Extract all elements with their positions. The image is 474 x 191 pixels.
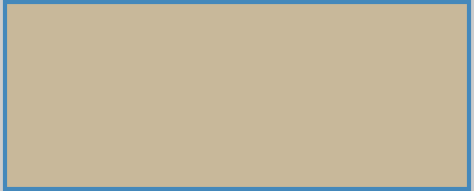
Text: V3: V3 — [246, 149, 260, 158]
Text: 1: 1 — [29, 113, 36, 123]
Text: aVF: aVF — [130, 149, 149, 158]
Text: I: I — [14, 25, 18, 34]
Text: V1: V1 — [246, 25, 260, 34]
Text: 3: 3 — [103, 150, 110, 159]
Text: V5: V5 — [358, 87, 371, 96]
Text: 1: 1 — [29, 150, 36, 159]
Text: initial ECG in the ED ...: initial ECG in the ED ... — [80, 18, 257, 32]
Text: 3: 3 — [103, 113, 110, 123]
Text: 2: 2 — [66, 150, 73, 159]
Text: II: II — [14, 87, 21, 96]
Polygon shape — [23, 47, 38, 54]
Text: aVL: aVL — [130, 87, 149, 96]
Text: V2: V2 — [246, 87, 260, 96]
Text: 2: 2 — [66, 113, 73, 123]
Text: ECG #1 =: ECG #1 = — [17, 18, 96, 32]
Text: V6: V6 — [358, 149, 371, 158]
Text: III: III — [14, 149, 24, 158]
FancyBboxPatch shape — [12, 10, 235, 39]
Text: V4: V4 — [358, 25, 371, 34]
Text: aVR: aVR — [130, 25, 150, 34]
